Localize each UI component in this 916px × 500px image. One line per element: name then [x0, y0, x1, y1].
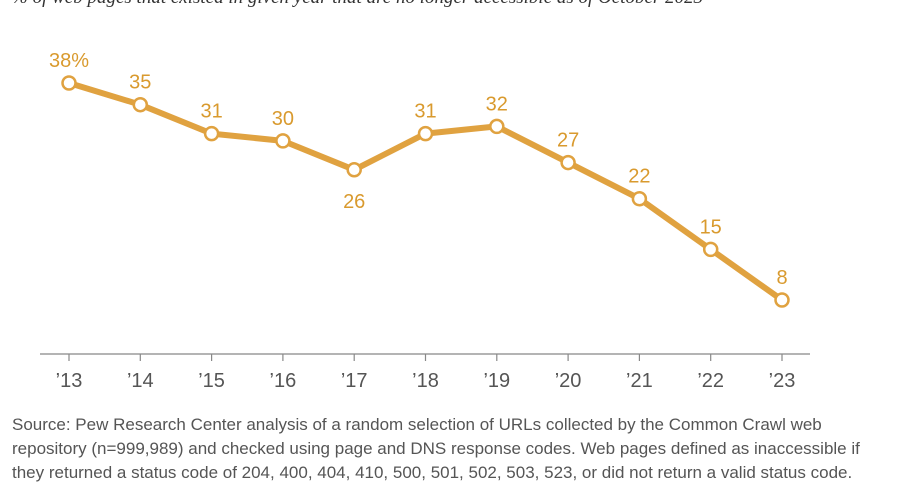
- data-label: 35: [129, 72, 151, 94]
- chart-subtitle: % of web pages that existed in given yea…: [12, 0, 912, 9]
- x-tick-label: ’20: [555, 370, 582, 392]
- data-label: 32: [486, 93, 508, 115]
- data-label: 26: [343, 191, 365, 213]
- line-chart: ’13’14’15’16’17’18’19’20’21’22’23 38%353…: [40, 50, 810, 392]
- data-label: 15: [700, 216, 722, 238]
- data-point: [203, 125, 220, 142]
- x-axis-ticks: [68, 354, 783, 361]
- x-tick-label: ’18: [412, 370, 439, 392]
- data-point: [631, 190, 648, 207]
- x-tick-label: ’21: [626, 370, 653, 392]
- data-label: 31: [414, 101, 436, 123]
- x-tick-label: ’14: [127, 370, 154, 392]
- data-markers: [61, 75, 790, 308]
- x-tick-label: ’15: [198, 370, 225, 392]
- data-point: [275, 133, 291, 149]
- data-point: [346, 162, 362, 178]
- data-point: [489, 118, 505, 135]
- data-label: 27: [557, 130, 579, 152]
- x-tick-label: ’22: [697, 370, 724, 392]
- data-point: [702, 241, 719, 258]
- data-label: 38%: [49, 50, 89, 72]
- data-point: [774, 292, 790, 308]
- data-label: 8: [776, 267, 787, 289]
- x-tick-label: ’23: [769, 370, 796, 392]
- source-note: Source: Pew Research Center analysis of …: [12, 415, 860, 482]
- x-tick-label: ’17: [341, 370, 368, 392]
- x-axis-tick-labels: ’13 ’14 ’15 ’16 ’17 ’18 ’19 ’20 ’21 ’22 ’23: [56, 370, 796, 392]
- data-point: [132, 96, 149, 113]
- data-point: [61, 75, 77, 91]
- data-label: 31: [200, 101, 222, 123]
- x-tick-label: ’13: [56, 370, 83, 392]
- data-label: 30: [272, 108, 294, 130]
- data-point: [417, 125, 434, 142]
- x-tick-label: ’19: [483, 370, 510, 392]
- data-label: 22: [628, 166, 650, 188]
- data-labels: 38% 35 31 30 26 31 32 27 22 15 8: [49, 50, 788, 289]
- x-tick-label: ’16: [270, 370, 297, 392]
- data-point: [560, 154, 576, 171]
